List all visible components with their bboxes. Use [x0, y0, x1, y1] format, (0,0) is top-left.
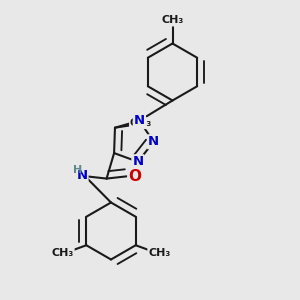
Text: CH₃: CH₃: [52, 248, 74, 258]
Text: CH₃: CH₃: [130, 118, 152, 128]
Text: N: N: [76, 169, 88, 182]
Text: CH₃: CH₃: [161, 15, 184, 26]
Text: O: O: [128, 169, 141, 184]
Text: H: H: [73, 165, 82, 175]
Text: N: N: [132, 155, 143, 168]
Text: N: N: [134, 114, 145, 127]
Text: CH₃: CH₃: [148, 248, 170, 258]
Text: N: N: [148, 135, 159, 148]
